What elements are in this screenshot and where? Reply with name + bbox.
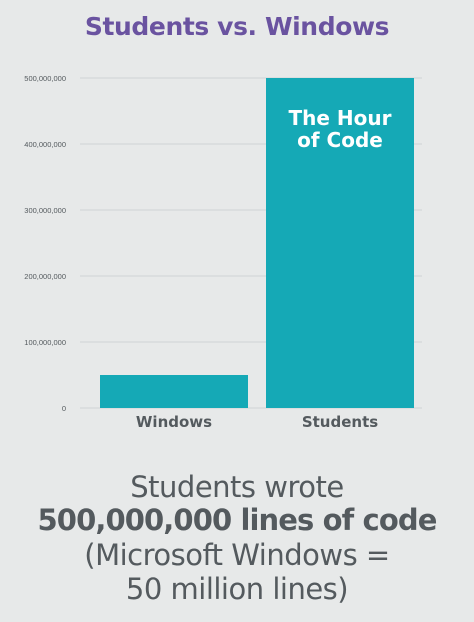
x-tick-label: Students (302, 413, 378, 431)
y-tick-label: 400,000,000 (24, 140, 66, 149)
caption-line-1: Students wrote (130, 470, 344, 504)
bar-windows (100, 375, 248, 408)
caption-line-4: 50 million lines) (125, 572, 349, 606)
y-tick-label: 500,000,000 (24, 74, 66, 83)
bar-annotation-line: of Code (297, 128, 383, 152)
chart-title: Students vs. Windows (84, 12, 390, 41)
y-tick-label: 200,000,000 (24, 272, 66, 281)
bar-chart: 0 100,000,000 200,000,000 300,000,000 400,00… (24, 74, 422, 431)
x-tick-label: Windows (136, 413, 212, 431)
y-tick-label: 100,000,000 (24, 338, 66, 347)
bar-annotation-line: The Hour (289, 106, 392, 130)
bars (100, 78, 414, 408)
bar-students (266, 78, 414, 408)
caption-line-2: 500,000,000 lines of code (37, 503, 438, 537)
y-tick-label: 300,000,000 (24, 206, 66, 215)
x-axis-labels: Windows Students (136, 413, 378, 431)
y-tick-label: 0 (62, 404, 66, 413)
y-axis-ticks: 0 100,000,000 200,000,000 300,000,000 400,00… (24, 74, 66, 413)
caption-line-3: (Microsoft Windows = (84, 538, 390, 572)
